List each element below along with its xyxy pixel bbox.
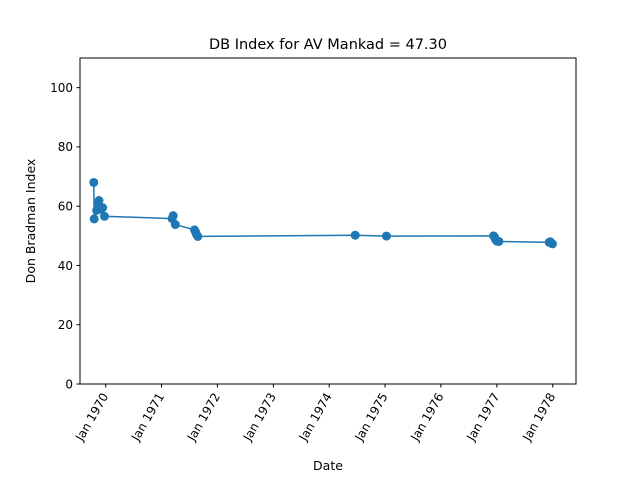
x-tick-label: Jan 1973: [240, 391, 279, 445]
data-point: [99, 211, 109, 221]
x-tick-label: Jan 1975: [352, 391, 391, 445]
data-point: [193, 231, 203, 241]
x-tick-label: Jan 1970: [72, 391, 111, 445]
x-axis-label: Date: [313, 458, 343, 473]
x-tick-label: Jan 1977: [463, 391, 502, 445]
series-line: [93, 182, 553, 245]
x-tick-label: Jan 1971: [128, 391, 167, 445]
x-axis: Jan 1970 Jan 1971 Jan 1972 Jan 1973 Jan 1974…: [72, 384, 558, 444]
x-tick-label: Jan 1974: [296, 391, 335, 445]
data-point: [168, 211, 178, 221]
y-axis-label: Don Bradman Index: [23, 159, 38, 284]
data-point: [350, 230, 360, 240]
y-tick-label: 0: [65, 377, 73, 391]
data-point: [170, 220, 180, 230]
chart-title: DB Index for AV Mankad = 47.30: [209, 37, 447, 53]
y-tick-label: 80: [58, 140, 73, 154]
x-tick-label: Jan 1978: [519, 391, 558, 445]
data-point: [494, 236, 504, 246]
data-point: [89, 214, 99, 224]
data-point: [381, 231, 391, 241]
data-point: [89, 177, 99, 187]
y-tick-label: 60: [58, 199, 73, 213]
y-tick-label: 100: [50, 81, 73, 95]
data-point: [547, 239, 557, 249]
y-tick-label: 40: [58, 259, 73, 273]
data-point: [94, 196, 104, 206]
axes-frame: [79, 57, 577, 385]
y-axis: 0 20 40 60 80 100: [50, 81, 80, 391]
data-point: [98, 203, 108, 213]
y-tick-label: 20: [58, 318, 73, 332]
x-tick-label: Jan 1972: [184, 391, 223, 445]
x-tick-label: Jan 1976: [407, 391, 446, 445]
plot-area: [89, 177, 557, 249]
